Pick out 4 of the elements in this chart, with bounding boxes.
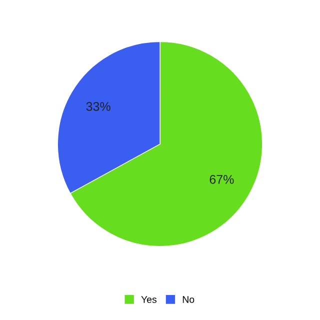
legend-label: No [182, 296, 194, 303]
legend-label: Yes [141, 296, 157, 303]
data-label: 67% [210, 174, 234, 184]
data-label: 33% [86, 102, 110, 111]
